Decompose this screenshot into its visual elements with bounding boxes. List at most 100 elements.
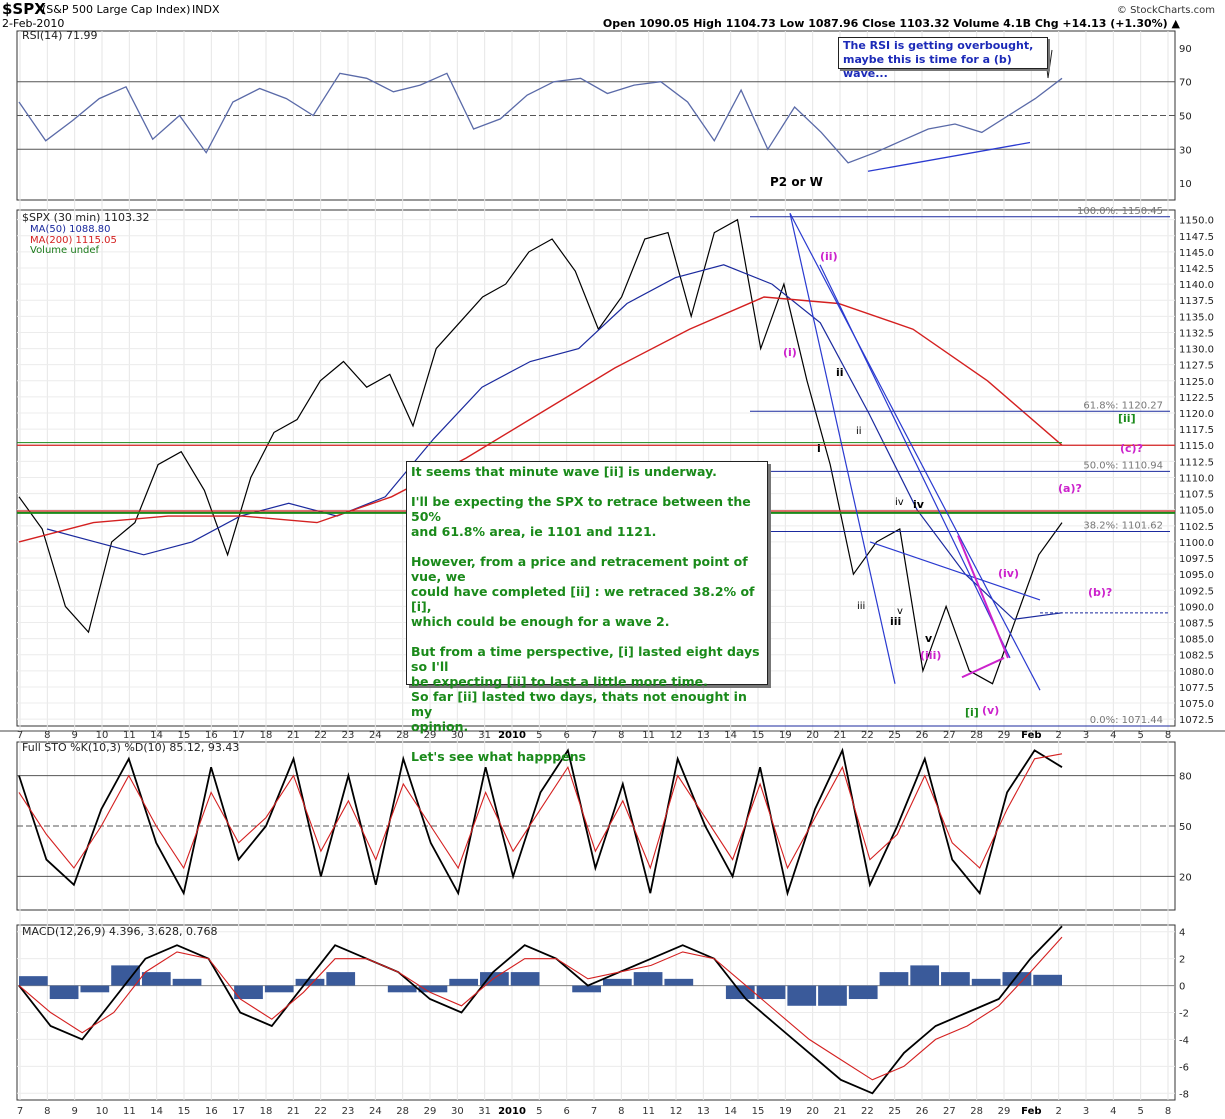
- x-tick-label-bottom: 11: [123, 1106, 136, 1117]
- x-tick-label-bottom: 28: [970, 1106, 983, 1117]
- price-tick-label: 1115.0: [1179, 441, 1214, 452]
- x-tick-label-top: 5: [536, 730, 542, 741]
- x-tick-label-bottom: 10: [96, 1106, 109, 1117]
- rsi-tick-label: 70: [1179, 78, 1192, 89]
- wave-i-paren: (i): [783, 346, 797, 359]
- macd-tick-label: 4: [1179, 928, 1185, 939]
- x-tick-label-top: 2: [1055, 730, 1061, 741]
- wave-iv-small: iv: [895, 497, 904, 508]
- diagonal-line: [957, 535, 1009, 659]
- price-tick-label: 1135.0: [1179, 312, 1214, 323]
- price-tick-label: 1120.0: [1179, 409, 1214, 420]
- x-tick-label-top: 11: [642, 730, 655, 741]
- x-tick-label-top: 12: [670, 730, 683, 741]
- symbol-name: (S&P 500 Large Cap Index): [42, 3, 190, 16]
- channel-line: [789, 212, 1041, 691]
- volume-label: Volume undef: [30, 245, 100, 256]
- x-tick-label-bottom: 18: [260, 1106, 273, 1117]
- x-tick-label-top: 8: [1165, 730, 1171, 741]
- x-tick-label-bottom: 5: [536, 1106, 542, 1117]
- macd-histogram-bar: [510, 972, 540, 986]
- x-tick-label-bottom: 7: [591, 1106, 597, 1117]
- series-layer: [18, 72, 1063, 1095]
- fib-label: 100.0%: 1150.45: [1077, 206, 1163, 217]
- x-tick-label-bottom: 31: [478, 1106, 491, 1117]
- note-paragraph-4: But from a time perspective, [i] lasted …: [411, 644, 760, 734]
- price-tick-label: 1087.5: [1179, 618, 1214, 629]
- macd-histogram-bar: [141, 972, 171, 986]
- wave-ii-bracket: [ii]: [1118, 412, 1136, 425]
- macd-histogram-bar: [449, 978, 479, 986]
- x-tick-label-bottom: 2010: [498, 1106, 526, 1117]
- x-tick-label-top: 30: [451, 730, 464, 741]
- macd-histogram-bar: [480, 972, 509, 986]
- sto-tick-label: 50: [1179, 822, 1192, 833]
- price-tick-label: 1130.0: [1179, 345, 1214, 356]
- price-tick-label: 1140.0: [1179, 280, 1214, 291]
- macd-signal-line: [18, 936, 1063, 1081]
- wave-iv: iv: [913, 498, 925, 511]
- price-tick-label: 1142.5: [1179, 264, 1214, 275]
- x-tick-label-bottom: 14: [150, 1106, 163, 1117]
- wave-v-paren: (v): [982, 704, 999, 717]
- x-tick-label-top: 19: [779, 730, 792, 741]
- x-tick-label-bottom: 27: [943, 1106, 956, 1117]
- x-tick-label-top: 26: [916, 730, 929, 741]
- x-tick-label-top: 28: [970, 730, 983, 741]
- macd-tick-label: -2: [1179, 1009, 1189, 1020]
- x-tick-label-bottom: 6: [563, 1106, 569, 1117]
- x-tick-label-top: 6: [563, 730, 569, 741]
- x-tick-label-bottom: 7: [17, 1106, 23, 1117]
- sto-label: Full STO %K(10,3) %D(10) 85.12, 93.43: [22, 741, 239, 754]
- price-tick-label: 1072.5: [1179, 715, 1214, 726]
- x-tick-label-top: 4: [1110, 730, 1116, 741]
- wave-i: i: [817, 442, 821, 455]
- price-tick-label: 1100.0: [1179, 538, 1214, 549]
- x-tick-label-bottom: 26: [916, 1106, 929, 1117]
- price-label: $SPX (30 min) 1103.32: [22, 211, 149, 224]
- x-tick-label-bottom: 22: [314, 1106, 327, 1117]
- note-paragraph-3: However, from a price and retracement po…: [411, 554, 755, 629]
- rsi-label: RSI(14) 71.99: [22, 29, 97, 42]
- price-tick-label: 1105.0: [1179, 506, 1214, 517]
- x-tick-label-bottom: 19: [779, 1106, 792, 1117]
- note-paragraph-1: It seems that minute wave [ii] is underw…: [411, 464, 717, 479]
- chart-date: 2-Feb-2010: [2, 17, 64, 30]
- x-tick-label-bottom: 25: [888, 1106, 901, 1117]
- macd-histogram-bar: [787, 985, 817, 1006]
- x-tick-label-top: 22: [314, 730, 327, 741]
- symbol-title: $SPX: [2, 0, 46, 18]
- price-tick-label: 1147.5: [1179, 232, 1214, 243]
- rsi-trendline: [867, 141, 1031, 172]
- price-tick-label: 1150.0: [1179, 216, 1214, 227]
- wave-ii-small: ii: [856, 426, 862, 437]
- price-tick-label: 1125.0: [1179, 377, 1214, 388]
- x-tick-label-bottom: 13: [697, 1106, 710, 1117]
- x-tick-label-top: 15: [752, 730, 765, 741]
- fib-label: 0.0%: 1071.44: [1090, 715, 1163, 726]
- rsi-line: [18, 72, 1063, 164]
- wave-ii: ii: [836, 366, 844, 379]
- x-tick-label-bottom: 12: [670, 1106, 683, 1117]
- price-tick-label: 1095.0: [1179, 570, 1214, 581]
- wave-i-bracket: [i]: [965, 706, 979, 719]
- price-tick-label: 1085.0: [1179, 635, 1214, 646]
- sto-d-line: [18, 753, 1063, 870]
- x-tick-label-bottom: 9: [71, 1106, 77, 1117]
- x-tick-label-top: 22: [861, 730, 874, 741]
- x-tick-label-bottom: 3: [1083, 1106, 1089, 1117]
- macd-histogram-bar: [664, 978, 694, 986]
- x-tick-label-top: 23: [342, 730, 355, 741]
- x-tick-label-top: 7: [17, 730, 23, 741]
- x-tick-label-top: 20: [806, 730, 819, 741]
- x-tick-label-top: 14: [724, 730, 737, 741]
- x-tick-label-top: 29: [424, 730, 437, 741]
- diagonal-line: [961, 657, 1005, 679]
- price-tick-label: 1077.5: [1179, 683, 1214, 694]
- price-tick-label: 1122.5: [1179, 393, 1214, 404]
- price-tick-label: 1132.5: [1179, 328, 1214, 339]
- macd-histogram-bar: [910, 965, 940, 986]
- note-paragraph-2: I'll be expecting the SPX to retrace bet…: [411, 494, 751, 539]
- wave-c-question: (c)?: [1120, 442, 1143, 455]
